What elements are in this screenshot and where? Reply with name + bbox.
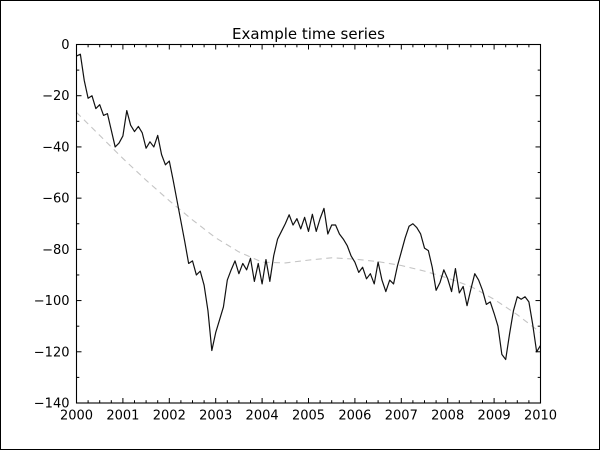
series-line-smoothed-trend — [76, 111, 541, 334]
y-tick-label: −140 — [34, 397, 70, 412]
plot-frame — [75, 43, 542, 404]
x-tick-label: 2000 — [60, 409, 93, 424]
series-line-observed-monthly-series — [76, 53, 542, 361]
x-tick-label: 2010 — [524, 409, 557, 424]
y-tick-label: 0 — [61, 38, 69, 53]
x-tick-label: 2009 — [478, 409, 511, 424]
x-tick-label: 2006 — [338, 409, 371, 424]
y-tick-label: −100 — [34, 294, 70, 309]
plot-area: 2000 2001 2002 2003 2004 2005 2006 2007 2008 2009… — [34, 38, 557, 424]
x-tick-label: 2005 — [292, 409, 325, 424]
y-tick-label: −80 — [42, 243, 69, 258]
y-tick-label: −20 — [42, 89, 69, 104]
y-tick-label: −120 — [34, 345, 70, 360]
x-tick-label: 2008 — [431, 409, 464, 424]
y-tick-label: −60 — [42, 192, 69, 207]
x-tick-label: 2001 — [106, 409, 139, 424]
x-tick-label: 2007 — [385, 409, 418, 424]
x-tick-label: 2003 — [199, 409, 232, 424]
y-tick-label: −40 — [42, 140, 69, 155]
x-tick-label: 2004 — [246, 409, 279, 424]
x-tick-label: 2002 — [153, 409, 186, 424]
chart-title: Example time series — [232, 25, 385, 43]
